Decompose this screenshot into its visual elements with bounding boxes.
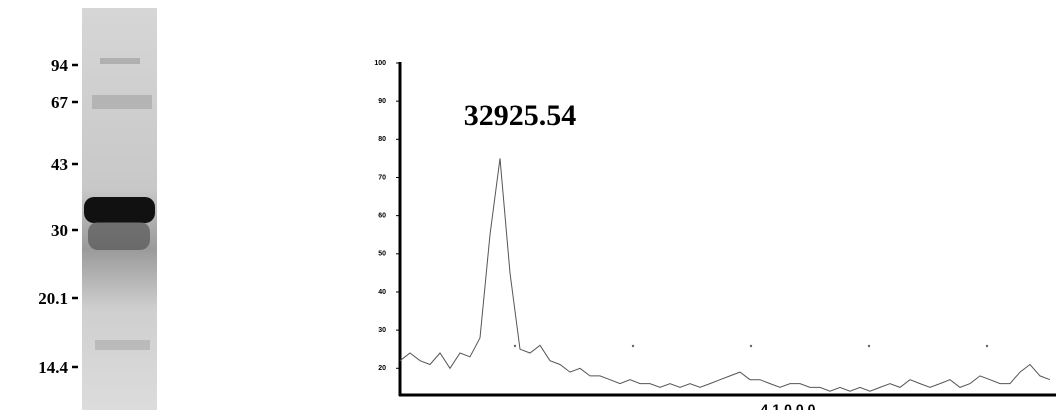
gel-band bbox=[95, 340, 150, 350]
y-tick-label: 100 bbox=[374, 60, 386, 67]
marker-labels: 94 67 43 30 20.1 14.4 bbox=[38, 56, 78, 377]
marker-label: 94 bbox=[51, 56, 69, 75]
y-tick-label: 80 bbox=[378, 136, 386, 143]
y-tick-label: 50 bbox=[378, 251, 386, 258]
marker-label: 30 bbox=[51, 221, 68, 240]
peak-label: 32925.54 bbox=[464, 99, 577, 132]
axis-dots bbox=[513, 344, 989, 348]
gel-smear bbox=[88, 222, 150, 250]
marker-label: 20.1 bbox=[38, 289, 68, 308]
y-tick-label: 30 bbox=[378, 327, 386, 334]
marker-label: 43 bbox=[51, 155, 68, 174]
marker-label: 14.4 bbox=[38, 358, 68, 377]
gel-band bbox=[100, 58, 140, 64]
x-axis-label: 41000 bbox=[761, 401, 820, 410]
y-tick-label: 40 bbox=[378, 289, 386, 296]
gel-band bbox=[84, 197, 155, 223]
y-tick-label: 60 bbox=[378, 212, 386, 219]
marker-label: 67 bbox=[51, 93, 69, 112]
spectrum-line bbox=[399, 158, 1051, 392]
gel-band bbox=[92, 95, 152, 109]
y-tick-label: 90 bbox=[378, 98, 386, 105]
y-tick-label: 20 bbox=[378, 365, 386, 372]
y-tick-label: 70 bbox=[378, 174, 386, 181]
